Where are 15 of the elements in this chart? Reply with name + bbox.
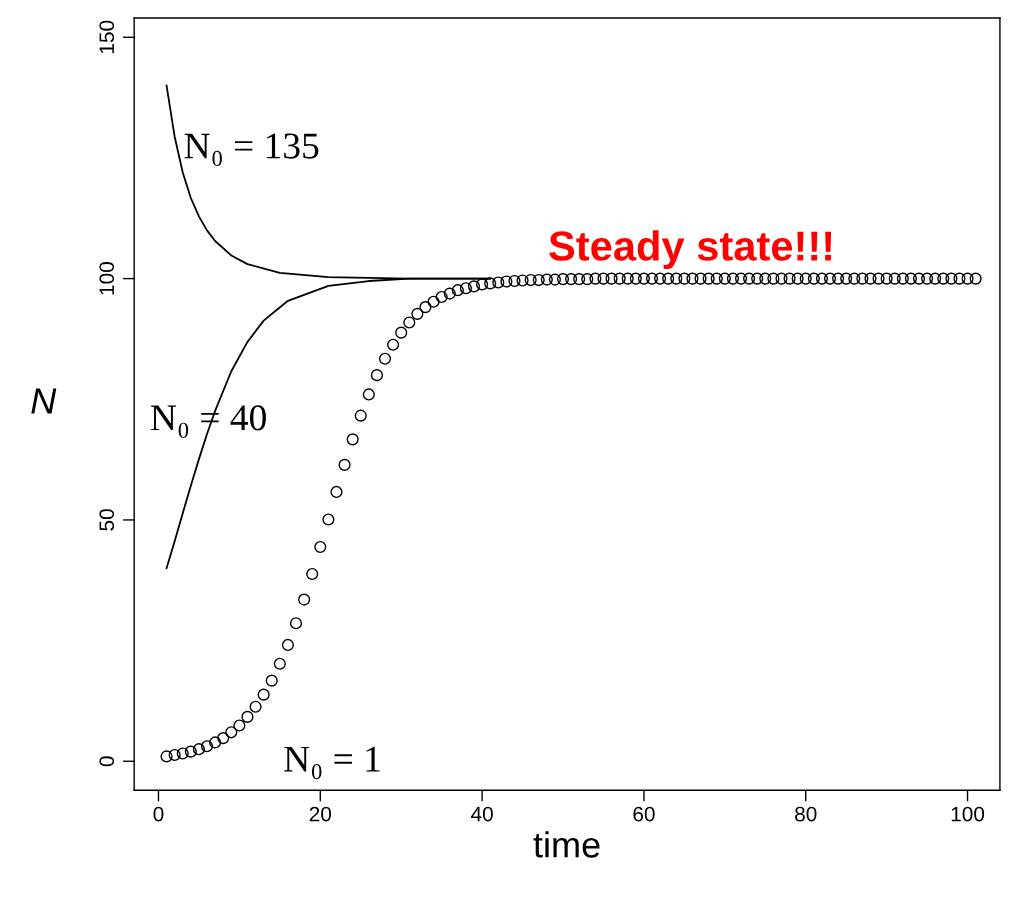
x-tick-label: 0 [153,806,164,822]
x-tick-label: 80 [795,806,817,822]
x-tick-label: 20 [309,806,332,822]
annotation: Steady state!!! [549,230,832,270]
x-tick-label: 60 [633,806,655,822]
x-tick-label: 40 [471,806,493,822]
annotation: N₀ = 135 [184,133,319,167]
y-tick-label: 100 [99,262,115,295]
y-tick-label: 0 [99,756,115,767]
x-axis-title: time [533,831,600,858]
y-tick-label: 50 [99,509,115,531]
y-tick-label: 150 [99,20,115,54]
y-axis-title: N [31,388,57,414]
x-tick-label: 100 [951,806,985,822]
annotation: N₀ = 1 [284,746,380,780]
